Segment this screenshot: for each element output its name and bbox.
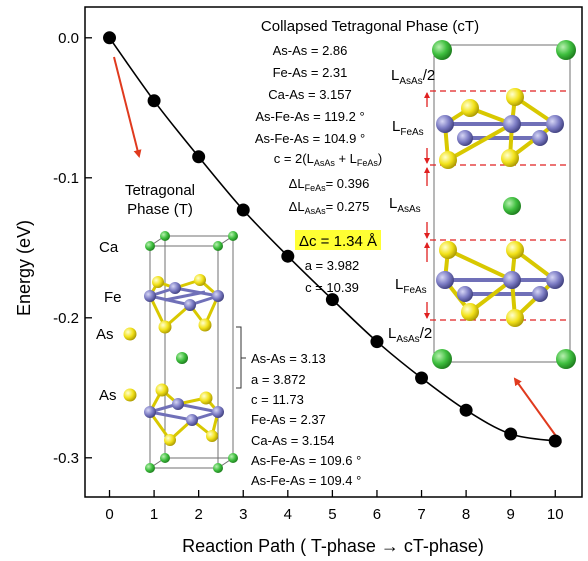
x-tick-label: 5 <box>328 506 336 523</box>
y-tick-label: -0.2 <box>53 310 79 327</box>
data-point <box>236 203 250 217</box>
data-point <box>548 434 562 448</box>
data-point <box>192 150 206 164</box>
tetragonal-params: As-As = 3.13 a = 3.872 c = 11.73 Fe-As =… <box>251 351 361 488</box>
y-tick-label: -0.1 <box>53 170 79 187</box>
ct-delta-lasas: ΔLAsAs= 0.275 <box>289 199 370 216</box>
x-tick-label: 0 <box>105 506 113 523</box>
ct-param: Ca-As = 3.157 <box>268 87 351 102</box>
y-tick-label: 0.0 <box>58 30 79 47</box>
x-tick-label: 4 <box>284 506 292 523</box>
collapsed-structure <box>424 40 576 369</box>
x-tick-label: 7 <box>417 506 425 523</box>
label-lfeas-top: LFeAs <box>392 118 424 138</box>
label-lasas-half-bottom: LAsAs/2 <box>388 325 432 345</box>
data-point <box>415 371 429 385</box>
label-fe: Fe <box>104 289 122 306</box>
energy-curve <box>108 37 556 442</box>
ca-atom <box>432 40 576 369</box>
plot-frame <box>84 6 583 498</box>
as-as-bracket <box>236 326 246 389</box>
label-lasas: LAsAs <box>389 195 421 215</box>
ct-delta-lfeas: ΔLFeAs= 0.396 <box>289 176 370 193</box>
ct-c-formula: c = 2(LAsAs + LFeAs) <box>274 151 383 168</box>
x-tick-label: 1 <box>150 506 158 523</box>
label-as-upper: As <box>96 326 114 343</box>
x-tick-label: 9 <box>507 506 515 523</box>
t-param: As-Fe-As = 109.6 ° <box>251 453 361 468</box>
fe-atom <box>144 282 224 426</box>
ct-delta-c: Δc = 1.34 Å <box>299 233 377 250</box>
ca-atom <box>145 231 238 473</box>
collapsed-title: Collapsed Tetragonal Phase (cT) <box>261 18 479 35</box>
as-atom <box>439 88 524 327</box>
data-point <box>281 249 295 263</box>
data-point <box>459 403 473 417</box>
tetragonal-title-1: Tetragonal <box>125 182 195 199</box>
tetragonal-structure <box>123 231 246 473</box>
data-points <box>103 31 562 448</box>
x-tick-label: 3 <box>239 506 247 523</box>
data-point <box>147 94 161 108</box>
t-param: Fe-As = 2.37 <box>251 412 326 427</box>
ct-param: a = 3.982 <box>305 258 360 273</box>
data-point <box>325 293 339 307</box>
tetragonal-title-2: Phase (T) <box>127 201 193 218</box>
x-tick-label: 6 <box>373 506 381 523</box>
t-param: a = 3.872 <box>251 372 306 387</box>
label-lasas-half-top: LAsAs/2 <box>391 67 435 87</box>
x-axis-title: Reaction Path ( T-phase → cT-phase) <box>182 536 484 556</box>
red-arrow-end <box>513 377 562 444</box>
red-arrow-start <box>113 56 142 158</box>
delta-c-highlight <box>295 230 381 250</box>
y-axis-title: Energy (eV) <box>14 220 34 316</box>
label-ca: Ca <box>99 239 119 256</box>
x-axis-ticks: 0 1 2 3 4 5 6 7 8 9 10 <box>105 490 564 523</box>
x-tick-label: 10 <box>547 506 564 523</box>
ct-param: As-Fe-As = 104.9 ° <box>255 131 365 146</box>
ct-param: As-As = 2.86 <box>273 43 348 58</box>
collapsed-params: As-As = 2.86 Fe-As = 2.31 Ca-As = 3.157 … <box>255 43 365 146</box>
fe-atom <box>436 115 564 302</box>
t-param: As-As = 3.13 <box>251 351 326 366</box>
ct-param: As-Fe-As = 119.2 ° <box>255 109 364 124</box>
t-param: As-Fe-As = 109.4 ° <box>251 473 361 488</box>
ct-param: Fe-As = 2.31 <box>273 65 348 80</box>
as-atom <box>123 274 218 446</box>
t-param: Ca-As = 3.154 <box>251 433 334 448</box>
x-tick-label: 2 <box>194 506 202 523</box>
label-lfeas-bottom: LFeAs <box>395 276 427 296</box>
data-point <box>370 335 384 349</box>
x-tick-label: 8 <box>462 506 470 523</box>
ct-param: c = 10.39 <box>305 280 359 295</box>
data-point <box>504 427 518 441</box>
y-axis-ticks: 0.0 -0.1 -0.2 -0.3 <box>53 30 92 467</box>
t-param: c = 11.73 <box>251 392 304 407</box>
label-as-lower: As <box>99 387 117 404</box>
data-point <box>103 31 117 45</box>
y-tick-label: -0.3 <box>53 450 79 467</box>
